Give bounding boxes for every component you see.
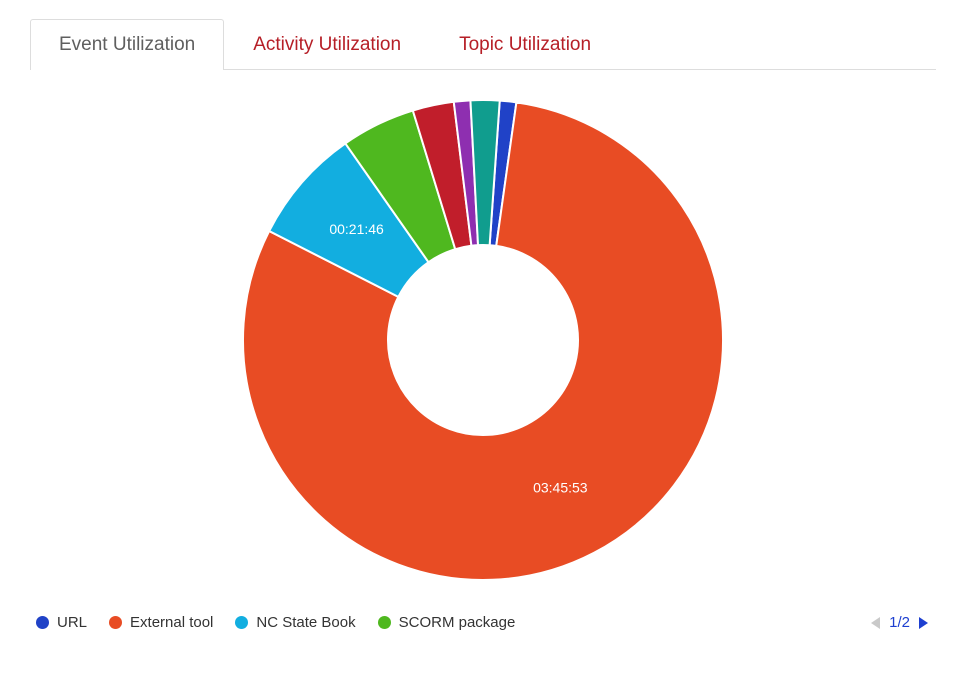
donut-chart: 03:45:53 00:21:46 (213, 80, 753, 600)
legend-swatch (235, 616, 248, 629)
legend-item[interactable]: External tool (109, 614, 213, 631)
pager-next-icon[interactable] (916, 616, 930, 630)
pager-prev-icon[interactable] (869, 616, 883, 630)
legend-label: SCORM package (399, 614, 516, 631)
legend-item[interactable]: NC State Book (235, 614, 355, 631)
legend-swatch (36, 616, 49, 629)
legend-pager: 1/2 (869, 614, 930, 631)
legend-label: URL (57, 614, 87, 631)
legend: URL External tool NC State Book SCORM packa… (36, 614, 515, 631)
legend-swatch (109, 616, 122, 629)
pager-text: 1/2 (889, 614, 910, 631)
donut-slice-label: 03:45:53 (533, 479, 588, 495)
legend-swatch (378, 616, 391, 629)
tab-activity-utilization[interactable]: Activity Utilization (224, 19, 430, 70)
legend-item[interactable]: URL (36, 614, 87, 631)
donut-chart-area: 03:45:53 00:21:46 (30, 70, 936, 610)
utilization-panel: Event Utilization Activity Utilization T… (0, 0, 966, 685)
donut-slice-label: 00:21:46 (329, 221, 384, 237)
legend-item[interactable]: SCORM package (378, 614, 516, 631)
tab-topic-utilization[interactable]: Topic Utilization (430, 19, 620, 70)
tab-event-utilization[interactable]: Event Utilization (30, 19, 224, 70)
tabbar: Event Utilization Activity Utilization T… (30, 18, 936, 70)
legend-label: External tool (130, 614, 213, 631)
legend-label: NC State Book (256, 614, 355, 631)
chart-footer: URL External tool NC State Book SCORM packa… (30, 610, 936, 631)
